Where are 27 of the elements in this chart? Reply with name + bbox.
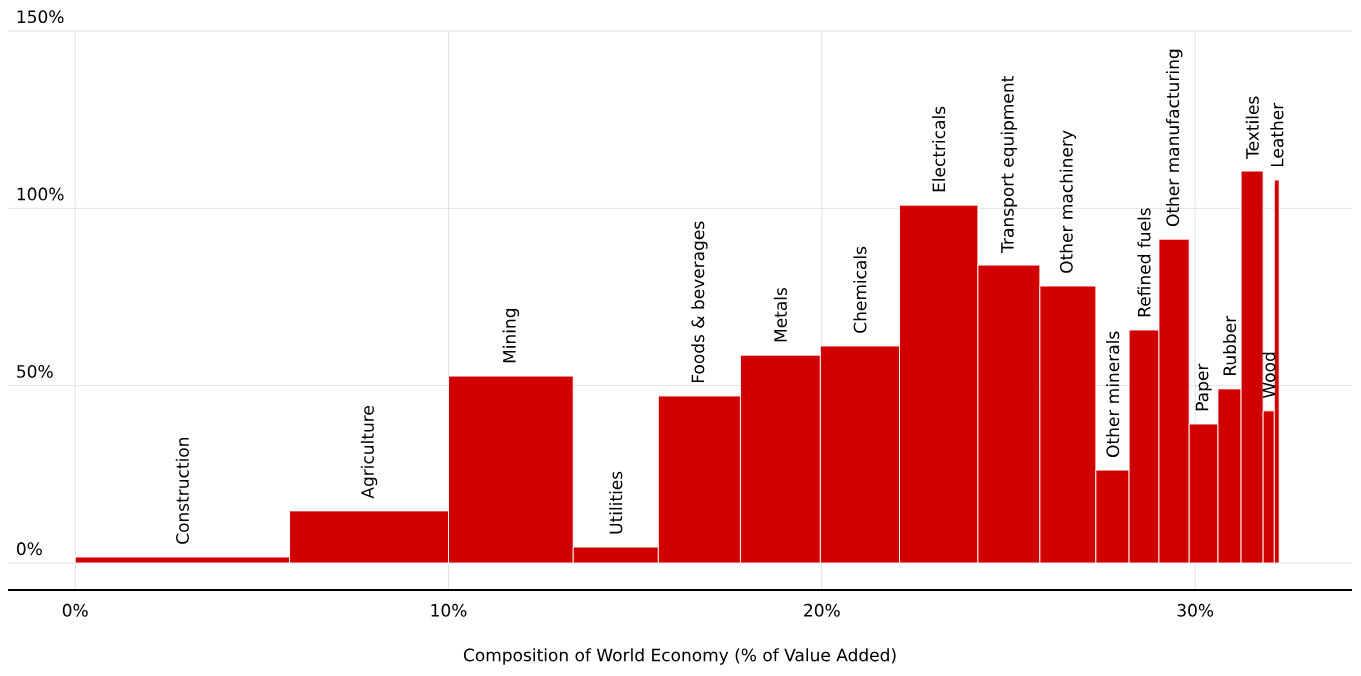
annotation: Rubber [1222, 315, 1237, 376]
annotation: Chemicals [853, 246, 867, 333]
x-tick-label: 30% [1177, 603, 1214, 617]
x-tick-label: 0% [62, 603, 88, 617]
annotation: Textiles [1245, 96, 1259, 159]
annotation: Other machinery [1059, 130, 1077, 273]
annotation: Metals [773, 288, 787, 342]
annotation: Other minerals [1106, 331, 1120, 457]
y-tick-label: 0% [16, 542, 42, 556]
annotation: Electricals [932, 106, 946, 192]
annotation: Transport equipment [1000, 76, 1018, 253]
annotation: Utilities [609, 471, 623, 534]
annotation: Foods & beverages [691, 221, 708, 383]
annotation: Leather [1270, 102, 1284, 167]
y-tick-label: 150% [17, 10, 64, 24]
y-tick-label: 100% [17, 187, 64, 201]
annotation: Refined fuels [1137, 208, 1151, 317]
annotation: Paper [1195, 363, 1212, 411]
annotation: Mining [502, 308, 520, 363]
y-tick-label: 50% [17, 364, 53, 378]
annotation: Agriculture [360, 406, 378, 499]
x-tick-label: 20% [804, 603, 840, 617]
annotation: Other manufacturing [1166, 49, 1183, 227]
x-tick-label: 10% [431, 603, 467, 617]
x-axis-title: Composition of World Economy (% of Value Added) [463, 648, 896, 665]
annotation: Construction [175, 437, 189, 544]
annotation: Wood [1262, 352, 1276, 399]
